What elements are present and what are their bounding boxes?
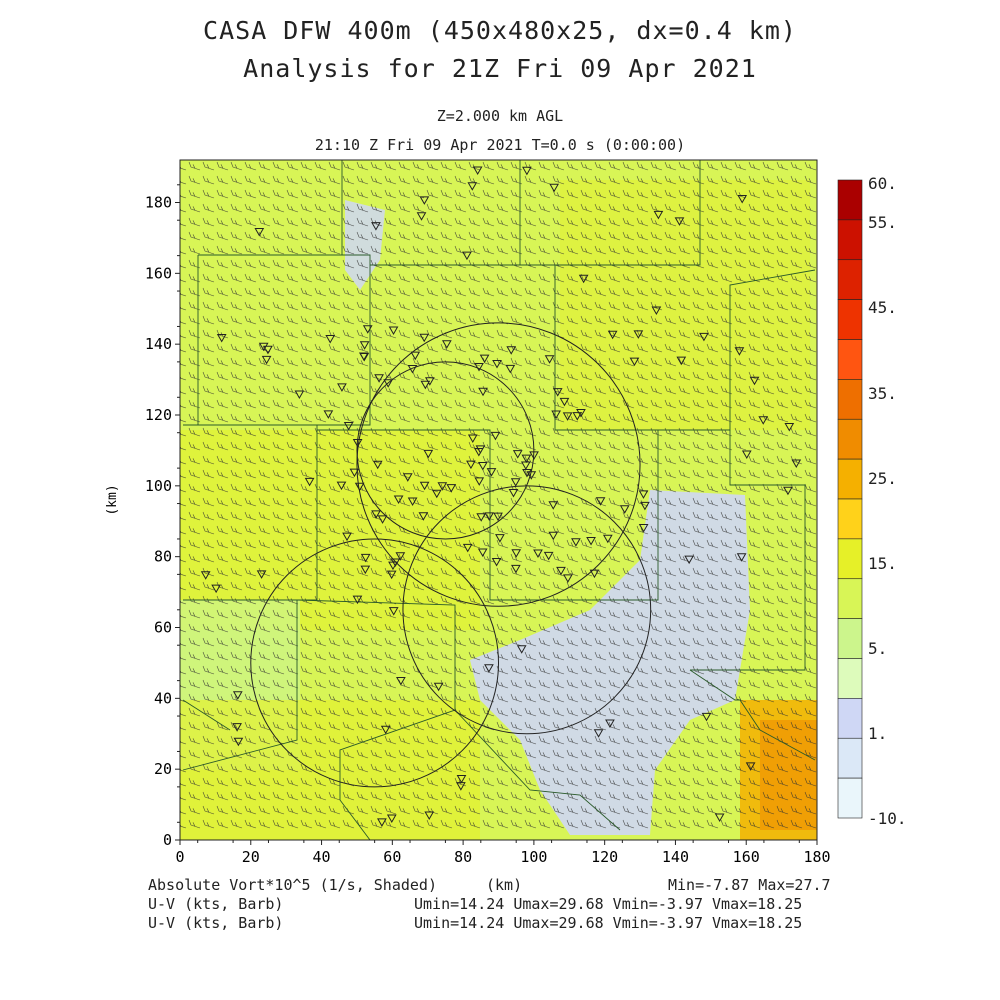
plot-frame — [179, 159, 818, 841]
y-tick-label: 180 — [145, 194, 172, 212]
colorbar-swatch — [837, 777, 863, 819]
colorbar-swatch — [837, 658, 863, 699]
y-tick-label: 80 — [154, 548, 172, 566]
radar-ring — [356, 322, 641, 607]
barb-path — [180, 161, 817, 829]
colorbar-swatch — [837, 299, 863, 340]
y-tick-label: 160 — [145, 264, 172, 282]
x-tick-label: 20 — [242, 848, 260, 866]
colorbar-label: -10. — [868, 809, 907, 828]
colorbar-swatch — [837, 538, 863, 580]
valid-time-label: 21:10 Z Fri 09 Apr 2021 T=0.0 s (0:00:00… — [314, 136, 686, 154]
colorbar-label: 35. — [868, 384, 897, 403]
colorbar-swatch — [837, 698, 863, 739]
colorbar-label: 55. — [868, 213, 897, 232]
y-tick-label: 40 — [154, 689, 172, 707]
colorbar-swatch — [837, 259, 863, 300]
radar-ring — [402, 485, 652, 735]
chart-title: CASA DFW 400m (450x480x25, dx=0.4 km) — [203, 16, 797, 45]
radar-coverage-rings — [250, 322, 652, 788]
x-tick-label: 0 — [175, 848, 184, 866]
x-tick-label: 40 — [313, 848, 331, 866]
station-triangles — [200, 166, 802, 827]
colorbar-label: 15. — [868, 554, 897, 573]
y-axis-label: (km) — [105, 484, 120, 515]
y-tick-label: 100 — [145, 477, 172, 495]
colorbar-label: 60. — [868, 174, 897, 193]
x-tick-label: 60 — [383, 848, 401, 866]
radar-ring — [250, 538, 499, 788]
x-tick-label: 180 — [803, 848, 830, 866]
colorbar — [837, 179, 863, 819]
chart-subtitle: Analysis for 21Z Fri 09 Apr 2021 — [243, 54, 757, 83]
min-max-label: Min=-7.87 Max=27.7 — [668, 876, 831, 894]
x-tick-label: 120 — [591, 848, 618, 866]
county-boundaries — [182, 160, 816, 840]
colorbar-swatch — [837, 418, 863, 460]
colorbar-swatch — [837, 458, 863, 500]
x-tick-label: 100 — [520, 848, 547, 866]
colorbar-swatch — [837, 578, 863, 619]
y-tick-label: 120 — [145, 406, 172, 424]
radar-ring — [356, 361, 535, 540]
level-label: Z=2.000 km AGL — [436, 107, 564, 125]
x-axis-label: (km) — [486, 876, 523, 894]
y-tick-label: 140 — [145, 335, 172, 353]
colorbar-label: 1. — [868, 724, 888, 743]
wind-barbs — [180, 161, 817, 829]
field-label: Absolute Vort*10^5 (1/s, Shaded) — [148, 876, 437, 894]
colorbar-swatch — [837, 379, 863, 420]
colorbar-label: 45. — [868, 298, 897, 317]
colorbar-swatch — [837, 339, 863, 380]
axes: 0 20 40 60 80 100 120 140 160 180 0 20 40 60 80 100 120 1… — [145, 184, 831, 866]
colorbar-swatch — [837, 179, 863, 221]
barb-label-1: U-V (kts, Barb) — [148, 895, 284, 913]
station-markers — [200, 166, 802, 827]
barb-label-2: U-V (kts, Barb) — [148, 914, 284, 932]
barb-stats-1: Umin=14.24 Umax=29.68 Vmin=-3.97 Vmax=18… — [414, 895, 803, 913]
y-tick-label: 20 — [154, 760, 172, 778]
y-tick-label: 60 — [154, 619, 172, 637]
barb-stats-2: Umin=14.24 Umax=29.68 Vmin=-3.97 Vmax=18… — [414, 914, 803, 932]
shaded-field — [180, 160, 817, 840]
x-tick-label: 80 — [454, 848, 472, 866]
colorbar-label: 5. — [868, 639, 888, 658]
colorbar-swatch — [837, 498, 863, 540]
colorbar-swatch — [837, 737, 863, 779]
colorbar-swatch — [837, 219, 863, 261]
x-tick-label: 140 — [662, 848, 689, 866]
colorbar-label: 25. — [868, 469, 897, 488]
colorbar-swatch — [837, 618, 863, 659]
y-tick-label: 0 — [163, 831, 172, 849]
x-tick-label: 160 — [733, 848, 760, 866]
